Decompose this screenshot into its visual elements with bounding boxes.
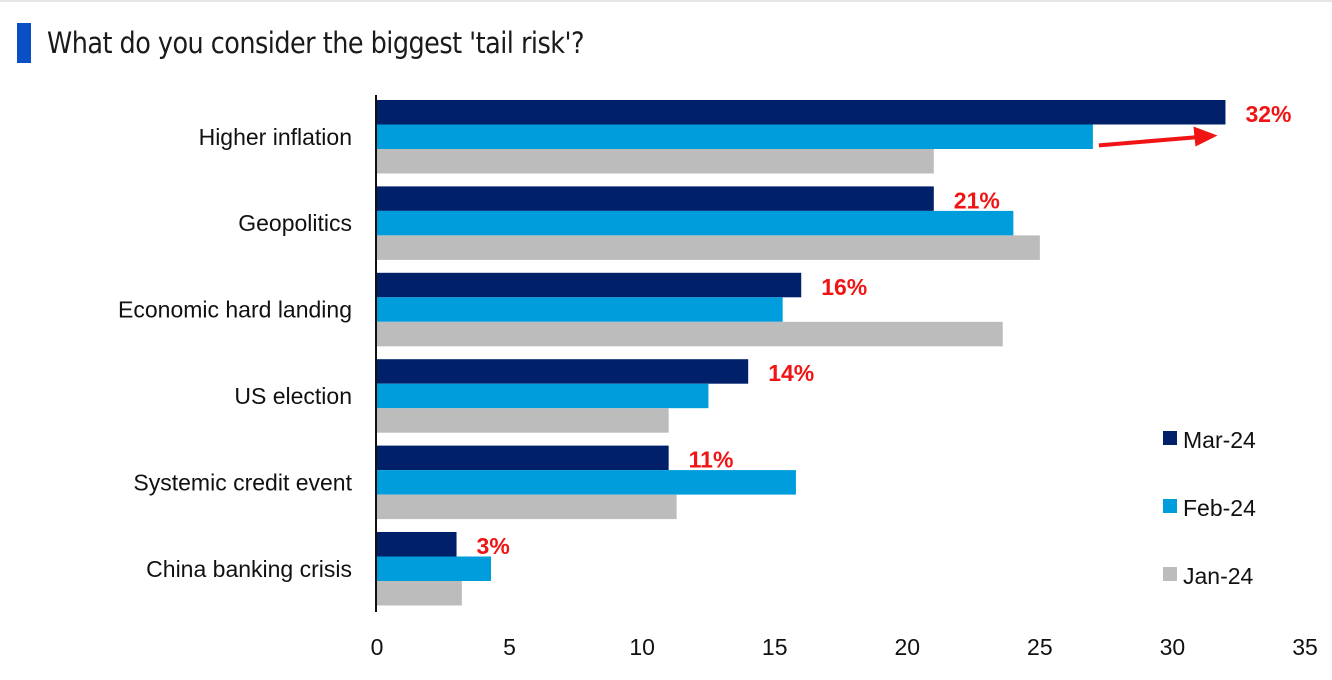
x-tick-label: 25: [1027, 634, 1053, 660]
x-tick-label: 5: [503, 634, 516, 660]
data-label: 3%: [477, 533, 510, 559]
bar-feb-24: [377, 556, 492, 581]
chart-header: What do you consider the biggest 'tail r…: [17, 22, 657, 64]
annotations: [1098, 126, 1218, 148]
x-tick-label: 10: [629, 634, 655, 660]
data-labels: 32% 21% 16% 14% 11% 3%: [477, 101, 1292, 559]
bar-jan-24: [377, 408, 669, 433]
x-tick-label: 15: [762, 634, 788, 660]
legend: Mar-24 Feb-24 Jan-24: [1163, 427, 1256, 589]
bar-jan-24: [377, 235, 1040, 260]
data-label: 32%: [1245, 101, 1291, 127]
legend-label: Mar-24: [1183, 427, 1256, 453]
category-label: China banking crisis: [146, 556, 352, 582]
arrow-head-icon: [1193, 126, 1218, 147]
bar-jan-24: [377, 494, 677, 520]
bar-feb-24: [377, 383, 709, 409]
data-label: 21%: [954, 187, 1000, 213]
category-label: Economic hard landing: [118, 297, 352, 323]
top-border: [0, 0, 1332, 2]
bar-feb-24: [377, 297, 783, 322]
bar-mar-24: [377, 532, 457, 557]
bar-feb-24: [377, 210, 1014, 236]
legend-label: Jan-24: [1183, 563, 1254, 589]
bars-layer: [377, 100, 1226, 606]
bar-jan-24: [377, 321, 1003, 347]
category-label: Geopolitics: [238, 210, 352, 236]
category-label: Systemic credit event: [133, 469, 352, 495]
x-tick-label: 35: [1292, 634, 1318, 660]
legend-swatch: [1163, 499, 1177, 513]
bar-feb-24: [377, 470, 796, 495]
category-label: Higher inflation: [199, 124, 352, 150]
bar-mar-24: [377, 186, 934, 211]
legend-swatch: [1163, 431, 1177, 445]
bar-mar-24: [377, 359, 749, 384]
data-label: 11%: [689, 447, 734, 473]
bar-mar-24: [377, 272, 802, 298]
category-label: US election: [234, 383, 352, 409]
legend-swatch: [1163, 567, 1177, 581]
category-labels: Higher inflation Geopolitics Economic hard…: [118, 124, 353, 582]
title-accent-bar: [17, 23, 31, 63]
bar-mar-24: [377, 100, 1226, 125]
bar-jan-24: [377, 149, 934, 174]
chart-title: What do you consider the biggest 'tail r…: [47, 26, 585, 60]
legend-label: Feb-24: [1183, 495, 1256, 521]
arrow-line: [1098, 135, 1200, 148]
x-tick-label: 20: [894, 634, 920, 660]
x-tick-label: 0: [371, 634, 384, 660]
data-label: 16%: [821, 274, 867, 300]
data-label: 14%: [768, 360, 814, 386]
bar-jan-24: [377, 581, 462, 606]
x-axis-ticks: 0 5 10 15 20 25 30 35: [371, 634, 1318, 660]
bar-mar-24: [377, 445, 669, 471]
bar-feb-24: [377, 124, 1093, 149]
x-tick-label: 30: [1160, 634, 1186, 660]
